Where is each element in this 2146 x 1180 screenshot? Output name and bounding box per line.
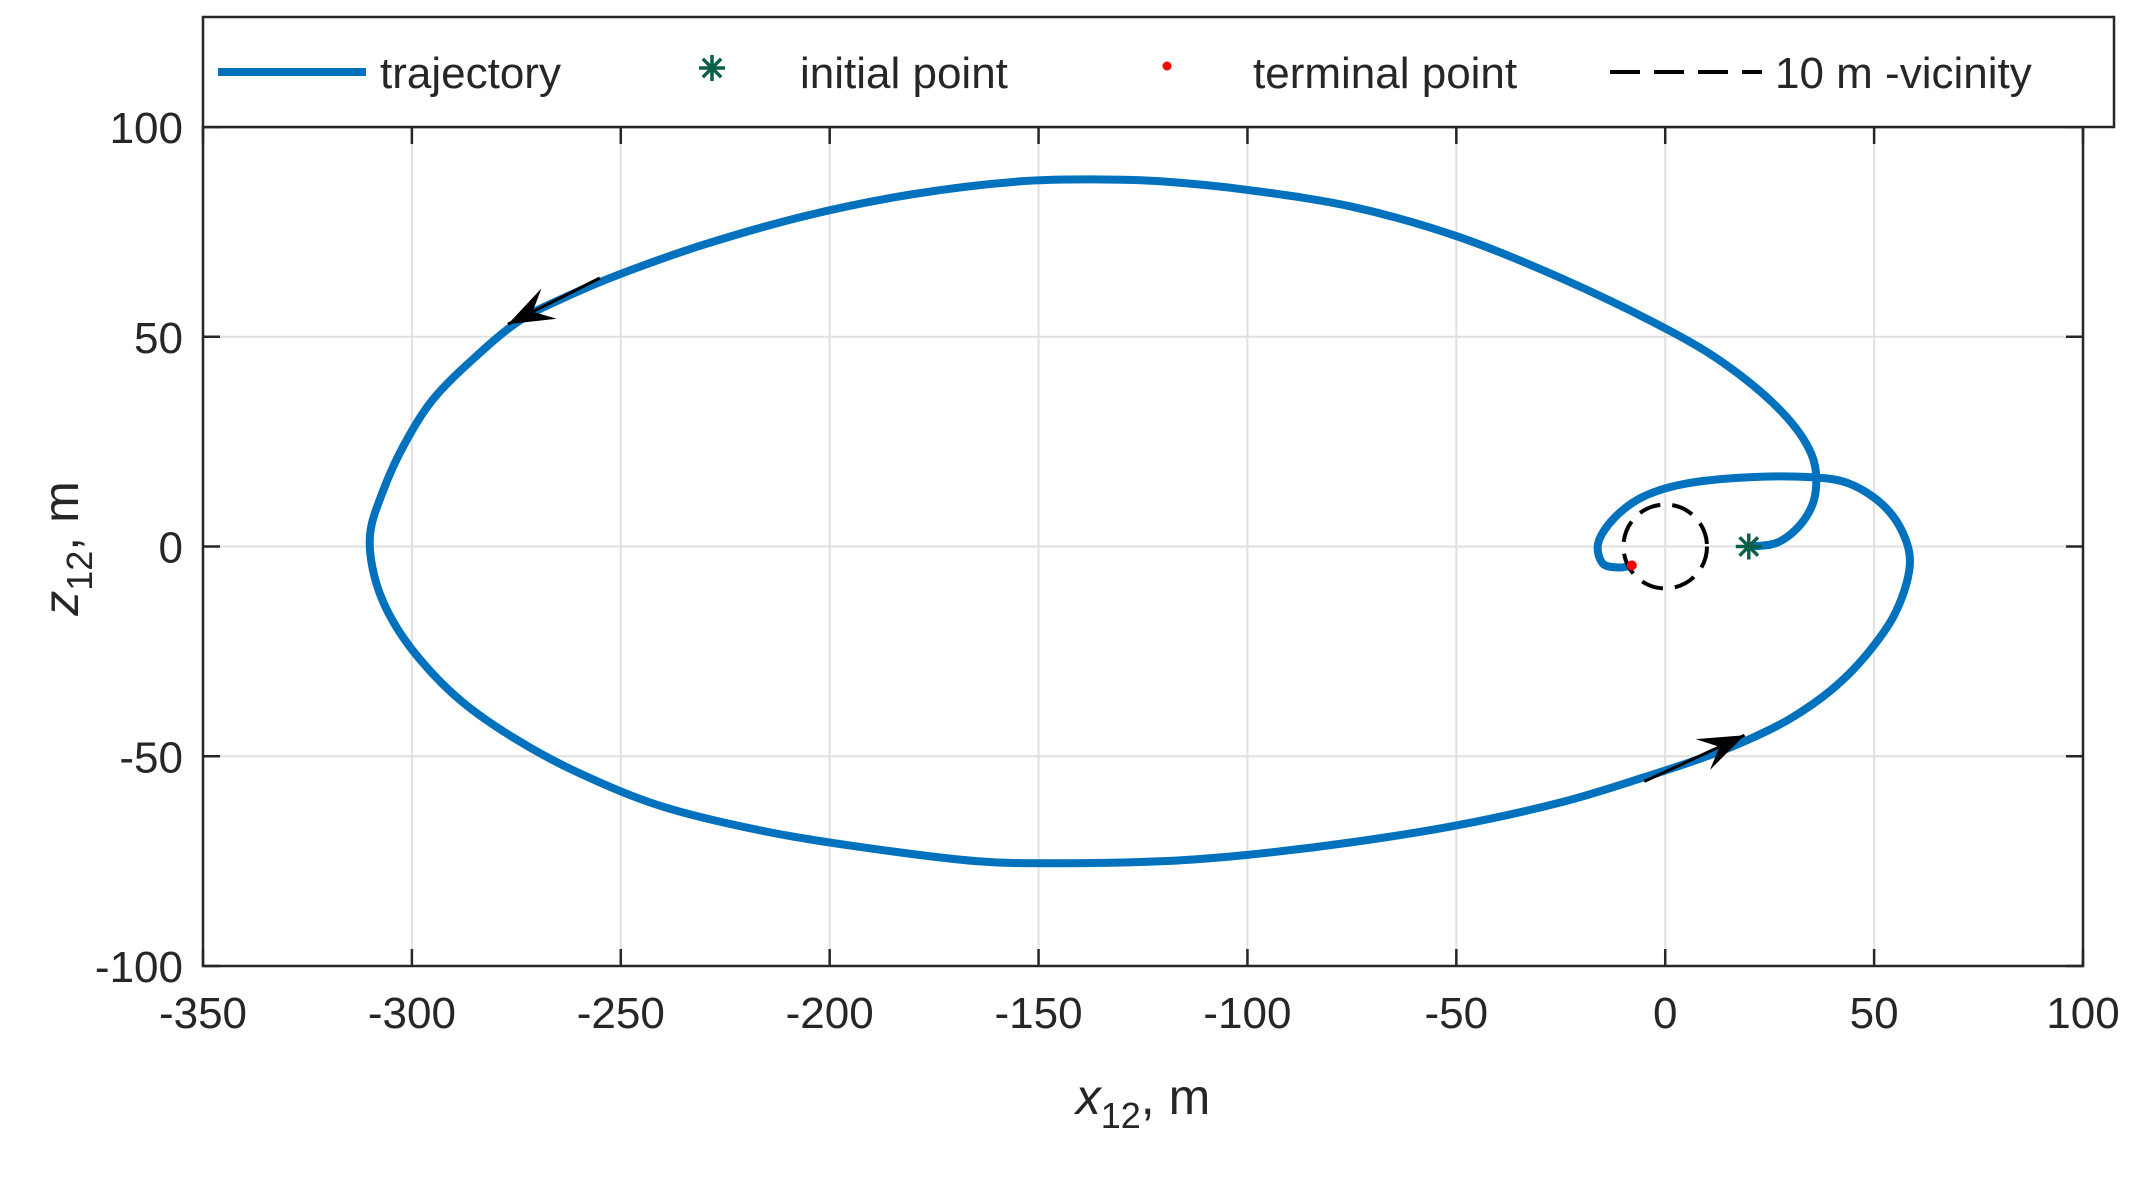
legend: trajectory initial point terminal point 10 … <box>201 15 2116 129</box>
terminal-point-marker <box>1626 560 1637 571</box>
legend-entry: initial point <box>699 49 1008 98</box>
legend-label: initial point <box>800 49 1008 98</box>
plot-series <box>365 175 1914 868</box>
legend-box <box>201 15 2116 129</box>
x-tick-label: 50 <box>1850 989 1899 1038</box>
y-axis-label-unit: , m <box>33 481 89 550</box>
x-tick-label: -200 <box>786 989 874 1038</box>
x-tick-label: -150 <box>995 989 1083 1038</box>
trajectory-line <box>365 175 1914 868</box>
legend-items: trajectory initial point terminal point 10 … <box>218 49 2032 98</box>
legend-asterisk-icon <box>699 55 725 81</box>
legend-entry: terminal point <box>1162 49 1517 98</box>
legend-label: terminal point <box>1253 49 1517 98</box>
x-tick-label: -50 <box>1425 989 1489 1038</box>
x-axis-label: x12, m <box>1074 1069 1210 1136</box>
vicinity-circle <box>1621 502 1709 591</box>
legend-label: trajectory <box>380 49 561 98</box>
x-axis-label-sub: 12 <box>1101 1095 1141 1136</box>
direction-arrow-head <box>1695 735 1745 770</box>
x-tick-label: -350 <box>159 989 247 1038</box>
x-tick-label: -250 <box>577 989 665 1038</box>
y-axis-label-main: z <box>33 591 89 617</box>
y-tick-label: 50 <box>134 314 183 363</box>
y-tick-label: 0 <box>159 524 183 573</box>
x-tick-label: -100 <box>1203 989 1291 1038</box>
x-axis-label-unit: , m <box>1141 1069 1210 1125</box>
axis-labels: x12, m z12, m <box>33 481 1210 1136</box>
initial-point-marker <box>1735 533 1762 560</box>
legend-entry: 10 m -vicinity <box>1610 49 2032 98</box>
x-axis-label-main: x <box>1074 1069 1103 1125</box>
x-tick-label: -300 <box>368 989 456 1038</box>
x-tick-label: 0 <box>1653 989 1677 1038</box>
y-tick-label: 100 <box>110 104 183 153</box>
legend-entry: trajectory <box>218 49 561 98</box>
legend-label: 10 m -vicinity <box>1775 49 2032 98</box>
legend-dot-icon <box>1162 61 1172 71</box>
y-tick-label: -50 <box>119 733 183 782</box>
direction-arrow-head <box>507 288 557 325</box>
tick-labels: -350 -300 -250 -200 -150 -100 -50 0 50 100 -100 -50… <box>95 104 2120 1038</box>
x-tick-label: 100 <box>2046 989 2119 1038</box>
y-tick-label: -100 <box>95 943 183 992</box>
y-axis-label: z12, m <box>33 481 100 616</box>
y-axis-label-sub: 12 <box>59 551 100 591</box>
